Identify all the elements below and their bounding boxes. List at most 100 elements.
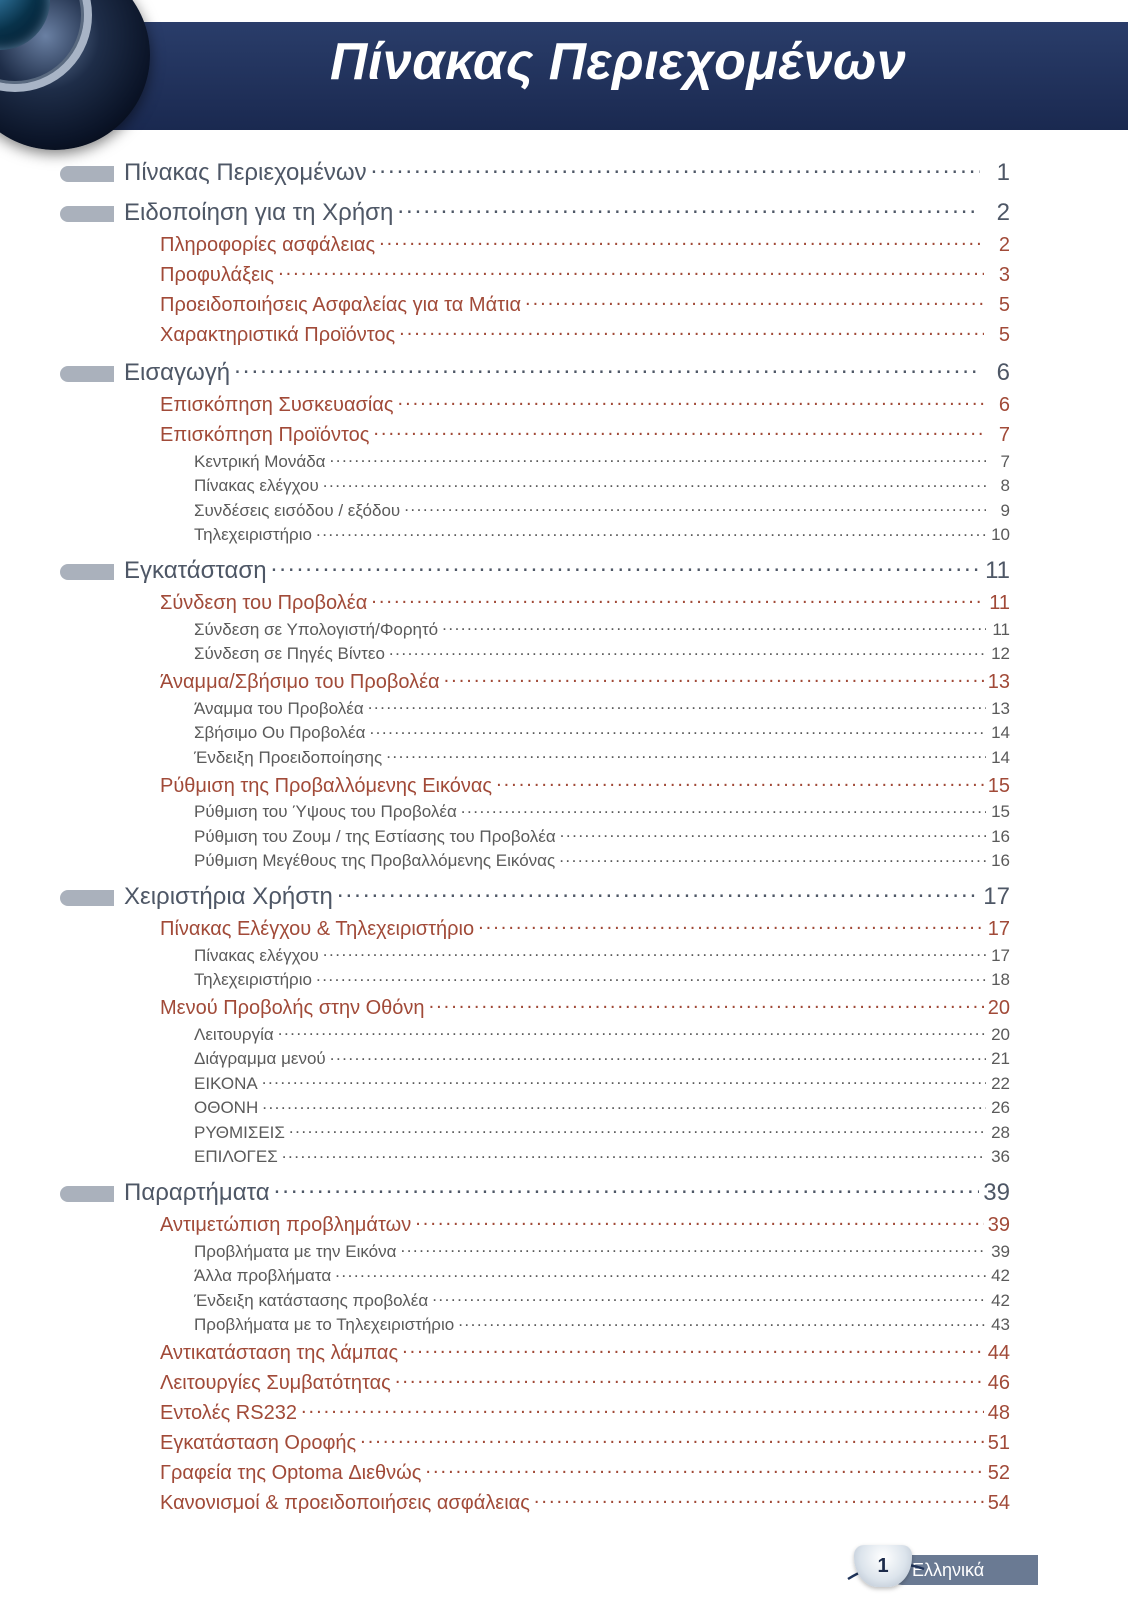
dot-leader [444,668,984,688]
toc-row: Πληροφορίες ασφάλειας2 [160,231,1010,255]
toc-row: Διάγραμμα μενού21 [194,1047,1010,1067]
toc-label: ΕΠΙΛΟΓΕΣ [194,1148,282,1165]
toc-label: Άναμμα του Προβολέα [194,700,368,717]
toc-page: 39 [986,1243,1010,1260]
toc-page: 11 [986,621,1010,638]
toc-label: Παραρτήματα [124,1181,274,1205]
toc-page: 10 [986,526,1010,543]
dot-leader [534,1489,984,1509]
dot-leader [271,554,980,578]
toc-page: 42 [986,1267,1010,1284]
page-title: Πίνακας Περιεχομένων [330,32,906,92]
toc-page: 54 [984,1493,1010,1513]
section-bullet [60,890,114,906]
dot-leader [371,589,984,609]
dot-leader [442,618,986,635]
dot-leader [389,642,986,659]
dot-leader [234,356,980,380]
toc-row: Σύνδεση σε Υπολογιστή/Φορητό 11 [194,618,1010,638]
toc-row: ΕΠΙΛΟΓΕΣ36 [194,1145,1010,1165]
toc-label: Τηλεχειριστήριο [194,526,316,543]
dot-leader [323,474,986,491]
toc-page: 39 [984,1215,1010,1235]
toc-page: 48 [984,1403,1010,1423]
toc-row: ΡΥΘΜΙΣΕΙΣ28 [194,1121,1010,1141]
toc-label: Συνδέσεις εισόδου / εξόδου [194,502,404,519]
toc-row: Ρύθμιση Μεγέθους της Προβαλλόμενης Εικόν… [194,849,1010,869]
section-bullet [60,1186,114,1202]
dot-leader [371,156,980,180]
toc-row: Προειδοποιήσεις Ασφαλείας για τα Μάτια5 [160,291,1010,315]
toc-row: Αντιμετώπιση προβλημάτων39 [160,1211,1010,1235]
toc-label: Πίνακας Περιεχομένων [124,161,371,185]
toc-row: Ένδειξη Προειδοποίησης14 [194,746,1010,766]
dot-leader [369,721,986,738]
toc-page: 51 [984,1433,1010,1453]
dot-leader [398,391,984,411]
toc-page: 13 [986,700,1010,717]
toc-page: 2 [984,235,1010,255]
dot-leader [335,1264,986,1281]
toc-label: Προειδοποιήσεις Ασφαλείας για τα Μάτια [160,295,525,315]
toc-page: 20 [986,1026,1010,1043]
toc-row: Προβλήματα με το Τηλεχειριστήριο43 [194,1313,1010,1333]
toc-row: Κεντρική Μονάδα7 [194,450,1010,470]
toc-row: Πίνακας Περιεχομένων1 [124,156,1010,185]
toc-page: 7 [984,425,1010,445]
toc-row: Ένδειξη κατάστασης προβολέα 42 [194,1289,1010,1309]
toc-label: Αντικατάσταση της λάμπας [160,1343,402,1363]
toc-page: 11 [980,559,1010,583]
toc-page: 13 [984,672,1010,692]
toc-label: Ρύθμιση Μεγέθους της Προβαλλόμενης Εικόν… [194,852,559,869]
toc-label: Ρύθμιση του Ζουμ / της Εστίασης του Προβ… [194,828,560,845]
toc-label: Ένδειξη κατάστασης προβολέα [194,1292,432,1309]
toc-row: Λειτουργίες Συμβατότητας46 [160,1369,1010,1393]
toc-label: Κανονισμοί & προειδοποιήσεις ασφάλειας [160,1493,534,1513]
toc-label: ΡΥΘΜΙΣΕΙΣ [194,1124,289,1141]
page-footer: Ελληνικά 1 [798,1545,1038,1585]
toc-page: 21 [986,1050,1010,1067]
toc-page: 17 [984,919,1010,939]
toc-label: Τηλεχειριστήριο [194,971,316,988]
dot-leader [337,880,979,904]
dot-leader [360,1429,984,1449]
dot-leader [415,1211,984,1231]
toc-row: Λειτουργία20 [194,1023,1010,1043]
toc-label: Ρύθμιση της Προβαλλόμενης Εικόνας [160,776,496,796]
toc-row: Τηλεχειριστήριο 10 [194,523,1010,543]
dot-leader [274,1176,980,1200]
toc-row: Άλλα προβλήματα42 [194,1264,1010,1284]
toc-row: ΟΘΟΝΗ26 [194,1096,1010,1116]
section-bullet [60,564,114,580]
dot-leader [330,1047,986,1064]
toc-page: 20 [984,998,1010,1018]
dot-leader [496,772,984,792]
lens-glass [0,0,50,50]
toc-row: Μενού Προβολής στην Οθόνη20 [160,994,1010,1018]
toc-row: Ρύθμιση της Προβαλλόμενης Εικόνας15 [160,772,1010,796]
toc-row: Αντικατάσταση της λάμπας 44 [160,1339,1010,1363]
dot-leader [402,1339,984,1359]
toc-label: Προφυλάξεις [160,265,278,285]
toc-page: 17 [979,885,1010,909]
toc-row: Σύνδεση του Προβολέα11 [160,589,1010,613]
toc-label: Σβήσιμο Ου Προβολέα [194,724,369,741]
toc-label: Άναμμα/Σβήσιμο του Προβολέα [160,672,444,692]
toc-label: Εγκατάσταση Οροφής [160,1433,360,1453]
toc-label: Σύνδεση σε Υπολογιστή/Φορητό [194,621,442,638]
dot-leader [560,825,986,842]
toc-page: 6 [984,395,1010,415]
toc-row: Άναμμα/Σβήσιμο του Προβολέα 13 [160,668,1010,692]
toc-label: Εγκατάσταση [124,559,271,583]
toc-row: Προφυλάξεις3 [160,261,1010,285]
toc-page: 22 [986,1075,1010,1092]
toc-row: Επισκόπηση Προϊόντος7 [160,421,1010,445]
toc-row: Παραρτήματα39 [124,1176,1010,1205]
toc-page: 44 [984,1343,1010,1363]
lens-rim [0,0,92,92]
toc-row: Εγκατάσταση Οροφής 51 [160,1429,1010,1453]
toc-page: 42 [986,1292,1010,1309]
dot-leader [399,321,984,341]
dot-leader [278,1023,986,1040]
toc-page: 7 [986,453,1010,470]
